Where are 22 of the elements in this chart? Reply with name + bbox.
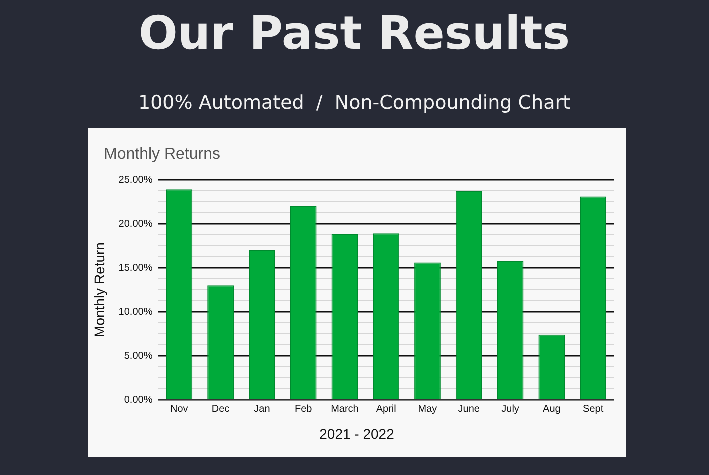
y-tick-label: 25.00% bbox=[118, 174, 153, 186]
x-tick-label: Jan bbox=[254, 404, 270, 415]
x-tick-label: April bbox=[376, 404, 396, 415]
chart-subtitle: 100% Automated / Non-Compounding Chart bbox=[138, 92, 572, 114]
x-tick-label: Sept bbox=[583, 404, 604, 415]
x-tick-label: May bbox=[418, 404, 438, 415]
y-tick-label: 0.00% bbox=[124, 394, 153, 406]
text: Monthly Returns bbox=[104, 146, 220, 164]
y-axis-title: Monthly Return bbox=[91, 242, 108, 338]
y-tick-label: 20.00% bbox=[118, 218, 153, 230]
x-tick-label: July bbox=[502, 404, 520, 415]
x-tick-label: Aug bbox=[543, 404, 561, 415]
x-tick-label: Nov bbox=[170, 404, 188, 415]
y-tick-label: 5.00% bbox=[124, 350, 153, 362]
x-tick-label: Feb bbox=[294, 404, 313, 415]
chart-title: Our Past Results bbox=[138, 6, 572, 60]
x-tick-label: June bbox=[458, 404, 480, 415]
y-tick-label: 15.00% bbox=[118, 262, 153, 274]
x-tick-label: Dec bbox=[212, 404, 230, 415]
x-axis-title: 2021 - 2022 bbox=[318, 426, 396, 442]
y-tick-label: 10.00% bbox=[118, 306, 153, 318]
x-tick-label: March bbox=[331, 404, 359, 415]
